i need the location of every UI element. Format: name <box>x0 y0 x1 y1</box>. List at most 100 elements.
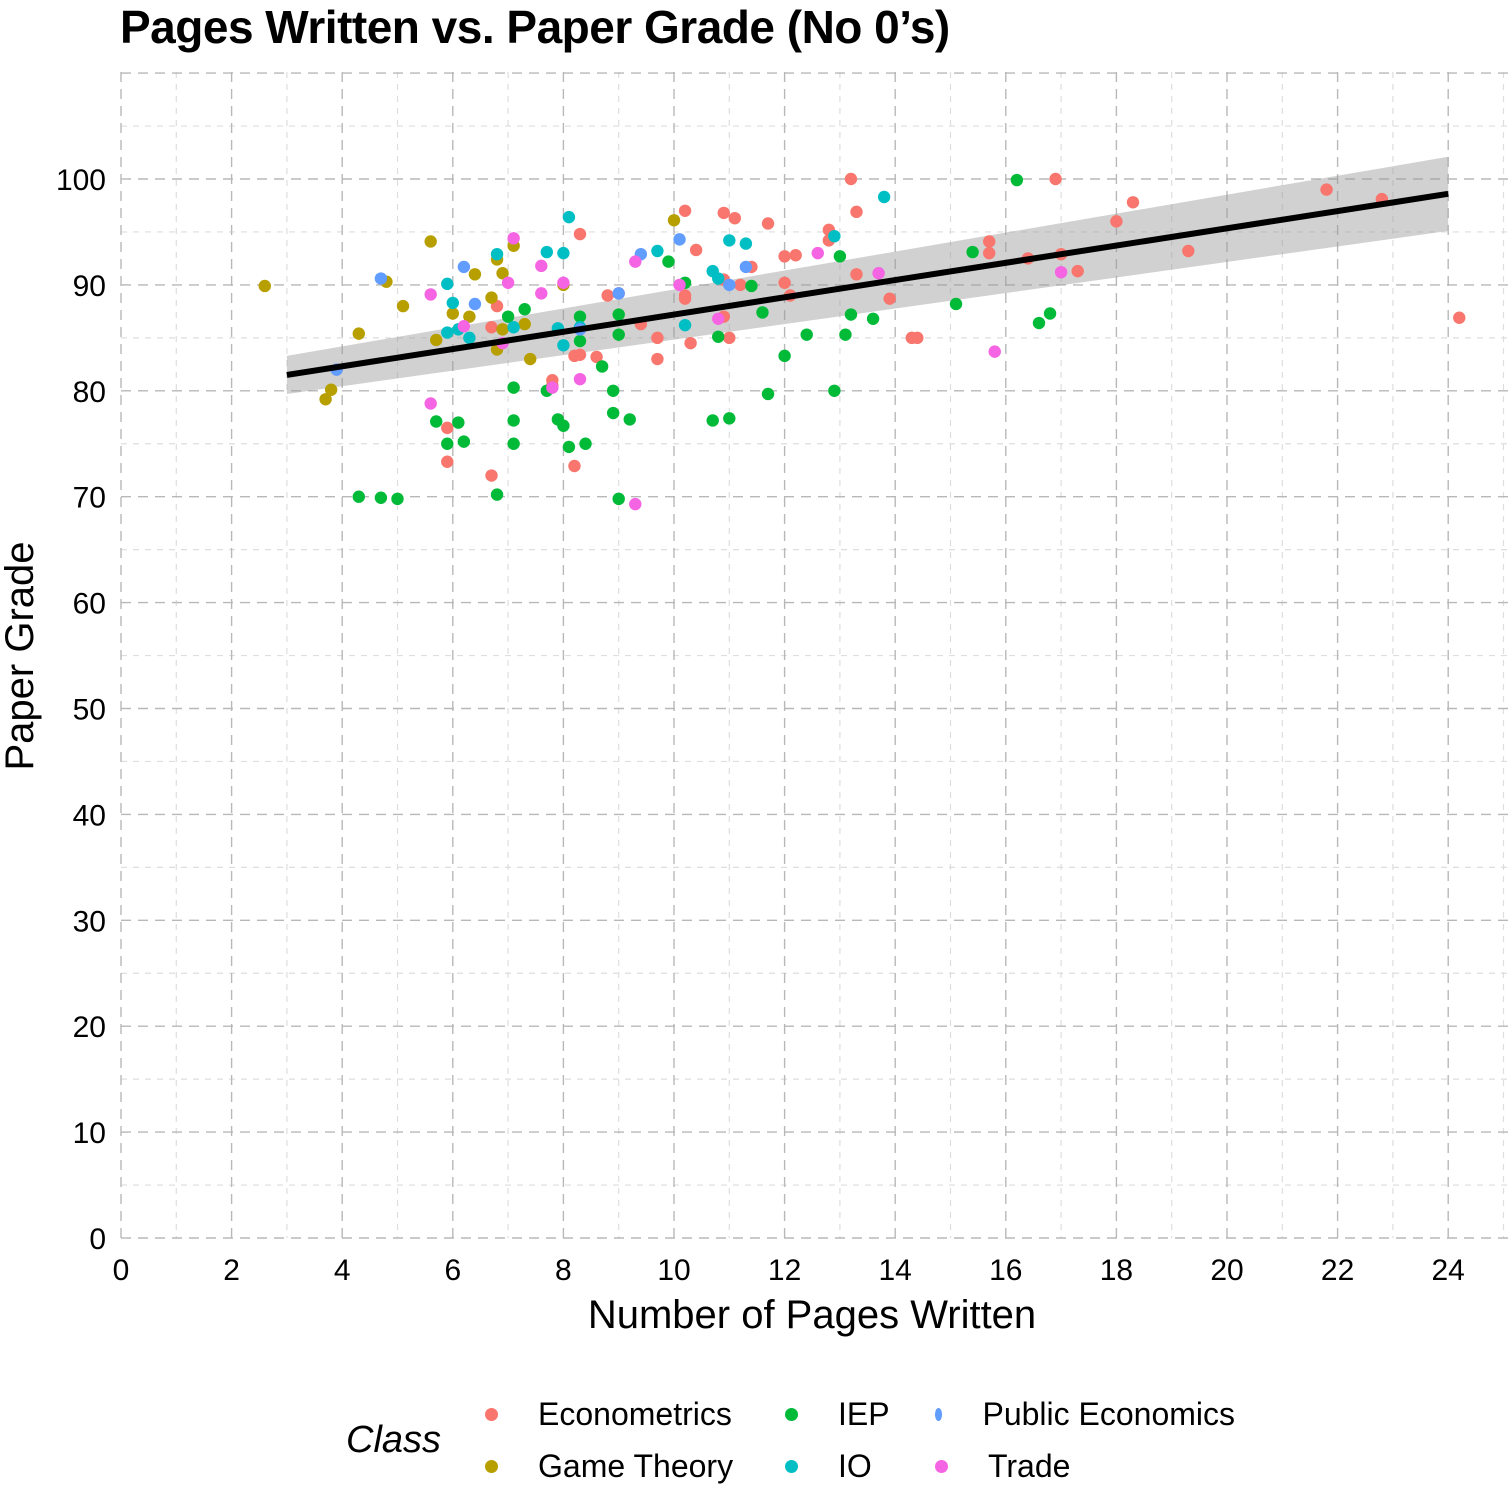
data-point-iep <box>430 415 443 428</box>
data-point-public-economics <box>468 297 482 311</box>
data-point-econometrics <box>485 321 498 334</box>
y-axis-ticks: 0 10 20 30 40 50 60 70 80 90 100 <box>56 164 106 1256</box>
data-point-game-theory <box>463 310 476 323</box>
x-tick-label: 8 <box>555 1254 572 1287</box>
x-tick-label: 4 <box>334 1254 351 1287</box>
legend-label-iep: IEP <box>838 1395 890 1432</box>
data-point-io <box>441 326 454 339</box>
legend-marker-game-theory <box>485 1459 499 1473</box>
data-point-io <box>441 277 454 291</box>
data-point-trade <box>424 288 437 301</box>
data-point-econometrics <box>1071 264 1084 278</box>
data-point-trade <box>673 278 686 292</box>
data-point-iep <box>761 387 775 401</box>
data-point-econometrics <box>651 352 664 366</box>
data-point-io <box>463 331 476 345</box>
data-point-iep <box>441 437 454 450</box>
data-point-iep <box>452 416 465 429</box>
data-point-econometrics <box>734 278 747 292</box>
regression-line <box>286 190 1449 378</box>
data-point-iep <box>507 414 520 427</box>
data-point-econometrics <box>844 172 858 186</box>
x-tick-label: 6 <box>444 1254 461 1287</box>
data-point-econometrics <box>911 331 924 345</box>
data-point-public-economics <box>723 278 736 292</box>
data-point-econometrics <box>850 205 863 219</box>
y-tick-label: 10 <box>73 1117 106 1150</box>
data-point-iep <box>501 310 515 323</box>
legend-label-io: IO <box>838 1447 872 1484</box>
y-tick-label: 100 <box>56 164 106 197</box>
confidence-band-area <box>286 156 1449 394</box>
legend-label-econometrics: Econometrics <box>538 1395 732 1432</box>
data-point-iep <box>723 412 736 425</box>
data-point-game-theory <box>424 235 437 248</box>
y-tick-label: 20 <box>73 1011 106 1044</box>
data-point-iep <box>507 381 520 394</box>
data-point-iep <box>391 492 404 506</box>
data-point-io <box>828 229 841 243</box>
data-point-trade <box>557 276 570 289</box>
legend-marker-io <box>785 1459 799 1473</box>
data-point-io <box>877 190 891 204</box>
data-point-io <box>651 244 664 258</box>
data-point-trade <box>629 255 642 268</box>
data-point-io <box>723 234 736 247</box>
data-point-iep <box>352 490 365 503</box>
data-point-trade <box>507 232 520 245</box>
data-point-iep <box>866 312 880 325</box>
data-point-iep <box>712 330 725 343</box>
data-point-io <box>712 272 725 285</box>
data-point-iep <box>833 250 847 263</box>
data-point-econometrics <box>485 469 498 482</box>
data-point-game-theory <box>319 393 332 406</box>
x-tick-label: 22 <box>1321 1254 1354 1287</box>
legend-item-iep: IEP <box>785 1388 935 1440</box>
data-point-iep <box>606 384 620 397</box>
data-point-io <box>739 237 753 250</box>
data-point-iep <box>557 419 570 432</box>
data-point-trade <box>573 372 587 386</box>
data-point-econometrics <box>1453 311 1466 324</box>
data-point-econometrics <box>850 268 863 281</box>
legend-items: Econometrics Game Theory IEP IO Public Econo… <box>485 1388 1235 1492</box>
y-tick-label: 60 <box>73 588 106 621</box>
data-point-iep <box>839 328 852 341</box>
data-point-iep <box>623 413 636 426</box>
x-tick-label: 24 <box>1432 1254 1465 1287</box>
data-point-econometrics <box>1126 196 1140 209</box>
data-point-trade <box>535 287 548 300</box>
legend-label-public-economics: Public Economics <box>982 1395 1236 1432</box>
data-point-iep <box>966 245 979 259</box>
data-point-game-theory <box>667 214 681 227</box>
legend-marker-trade <box>935 1459 949 1473</box>
data-point-iep <box>518 303 531 316</box>
data-point-econometrics <box>717 206 730 220</box>
data-point-iep <box>507 437 520 450</box>
legend-item-public-economics: Public Economics <box>935 1388 1235 1440</box>
data-point-trade <box>712 312 725 325</box>
y-tick-label: 70 <box>73 482 106 515</box>
data-point-trade <box>1054 265 1068 279</box>
minor-gridlines <box>121 72 1512 1238</box>
y-axis-label: Paper Grade <box>0 541 42 770</box>
data-point-econometrics <box>728 211 742 225</box>
data-point-iep <box>612 308 625 321</box>
data-point-iep <box>662 255 675 268</box>
x-tick-label: 20 <box>1210 1254 1243 1287</box>
x-tick-label: 12 <box>768 1254 801 1287</box>
data-point-trade <box>457 320 471 333</box>
data-point-io <box>557 339 570 352</box>
data-point-public-economics <box>673 233 686 246</box>
data-point-econometrics <box>678 204 692 217</box>
data-point-iep <box>573 334 587 348</box>
x-tick-label: 10 <box>657 1254 690 1287</box>
data-point-iep <box>800 328 813 341</box>
data-point-iep <box>1043 307 1057 320</box>
major-gridlines <box>120 72 1512 1239</box>
data-point-public-economics <box>612 287 625 300</box>
data-point-trade <box>546 381 559 394</box>
data-point-trade <box>988 345 1001 358</box>
data-point-econometrics <box>573 227 587 241</box>
